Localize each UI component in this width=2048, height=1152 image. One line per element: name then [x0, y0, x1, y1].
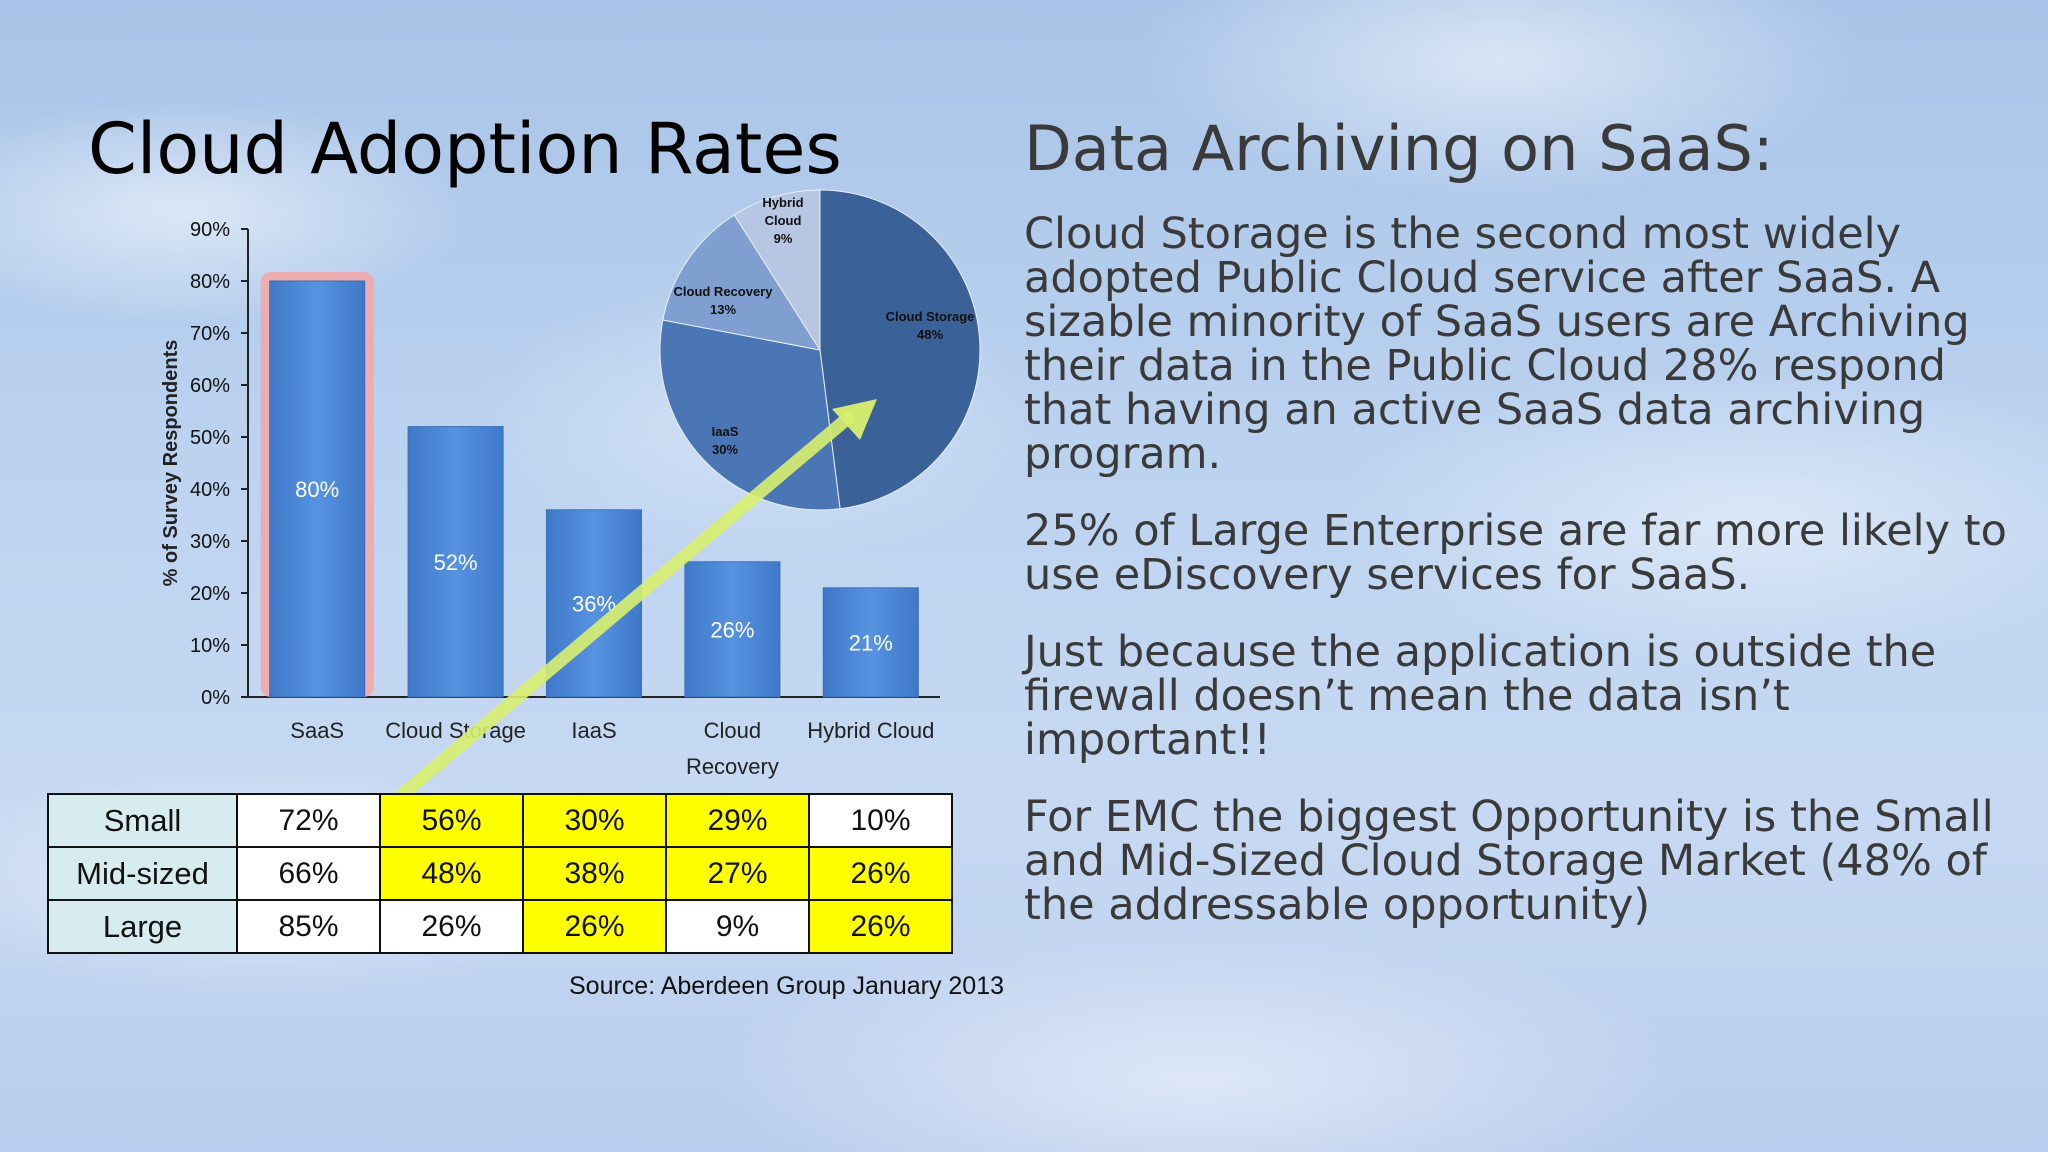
table-cell: 10% — [808, 793, 953, 848]
y-tick-label: 60% — [190, 375, 230, 397]
trend-arrow — [397, 399, 877, 800]
y-tick-label: 90% — [190, 219, 230, 241]
table-cell: 26% — [379, 899, 524, 954]
bar-data-label: 26% — [710, 617, 754, 642]
paragraph-2: 25% of Large Enterprise are far more lik… — [1024, 506, 2007, 600]
pie-label: Cloud Recovery — [674, 284, 774, 299]
x-tick-label: SaaS — [290, 718, 344, 743]
y-tick-label: 80% — [190, 271, 230, 293]
bar-data-label: 80% — [295, 477, 339, 502]
table-cell: 27% — [665, 846, 810, 901]
segment-table: Small 72% 56% 30% 29% 10% Mid-sized 66% 48% 38% 27… — [47, 793, 953, 954]
paragraph-3: Just because the application is outside … — [1024, 627, 1937, 765]
row-label: Large — [47, 899, 238, 954]
pie-slice-cloud-storage — [819, 189, 981, 510]
bar-chart: 0% 10% 20% 30% 40% 50% 60% 70% 80% 90% % of Survey… — [160, 219, 940, 779]
y-tick-label: 20% — [190, 583, 230, 605]
table-cell: 29% — [665, 793, 810, 848]
y-tick-label: 0% — [201, 687, 230, 709]
table-row: Large 85% 26% 26% 9% 26% — [47, 899, 953, 954]
table-cell: 66% — [236, 846, 381, 901]
pie-label: Cloud Storage — [886, 309, 975, 324]
bar-data-label: 52% — [434, 550, 478, 575]
table-cell: 26% — [808, 846, 953, 901]
pie-label: 48% — [917, 327, 943, 342]
pie-slice-cloud-recovery — [662, 214, 822, 351]
bar-cloud-storage — [407, 426, 504, 698]
paragraph-1: Cloud Storage is the second most widely … — [1024, 209, 1970, 479]
bar-cloud-recovery — [684, 561, 781, 698]
pie-slice-hybrid-cloud — [733, 189, 821, 352]
table-row: Small 72% 56% 30% 29% 10% — [47, 793, 953, 848]
x-tick-label: Recovery — [686, 754, 779, 779]
paragraph-4: For EMC the biggest Opportunity is the S… — [1024, 792, 1994, 930]
pie-label: IaaS — [712, 424, 739, 439]
x-tick-label: Cloud — [704, 718, 761, 743]
table-cell: 38% — [522, 846, 667, 901]
table-cell: 9% — [665, 899, 810, 954]
y-tick-label: 40% — [190, 479, 230, 501]
pie-chart: Cloud Storage 48% IaaS 30% Cloud Recovery 13%… — [659, 189, 981, 511]
table-cell: 85% — [236, 899, 381, 954]
table-row: Mid-sized 66% 48% 38% 27% 26% — [47, 846, 953, 901]
right-body: Cloud Storage is the second most widely … — [1024, 212, 2024, 960]
source-note: Source: Aberdeen Group January 2013 — [569, 972, 1005, 1000]
bar-hybrid-cloud — [822, 587, 919, 698]
adoption-chart: Cloud Storage 48% IaaS 30% Cloud Recovery 13%… — [160, 189, 981, 800]
pie-label: 9% — [774, 231, 793, 246]
arrow-head — [832, 399, 877, 440]
table-cell: 26% — [808, 899, 953, 954]
row-label: Small — [47, 793, 238, 848]
pie-label: 13% — [710, 302, 736, 317]
table-cell: 56% — [379, 793, 524, 848]
bar-saas — [269, 280, 366, 698]
right-title: Data Archiving on SaaS: — [1024, 112, 1774, 185]
arrow-shaft — [397, 411, 855, 800]
table-cell: 72% — [236, 793, 381, 848]
pie-label: Hybrid — [762, 195, 803, 210]
table-cell: 30% — [522, 793, 667, 848]
y-tick-label: 50% — [190, 427, 230, 449]
y-axis-title: % of Survey Respondents — [160, 340, 182, 587]
y-tick-label: 10% — [190, 635, 230, 657]
slide-title: Cloud Adoption Rates — [88, 108, 842, 190]
x-tick-label: IaaS — [571, 718, 616, 743]
table-cell: 26% — [522, 899, 667, 954]
bar-data-label: 21% — [849, 630, 893, 655]
y-tick-label: 30% — [190, 531, 230, 553]
pie-label: 30% — [712, 442, 738, 457]
table-cell: 48% — [379, 846, 524, 901]
x-tick-label: Hybrid Cloud — [807, 718, 934, 743]
row-label: Mid-sized — [47, 846, 238, 901]
pie-label: Cloud — [765, 213, 802, 228]
y-tick-label: 70% — [190, 323, 230, 345]
x-tick-label: Cloud Storage — [385, 718, 526, 743]
